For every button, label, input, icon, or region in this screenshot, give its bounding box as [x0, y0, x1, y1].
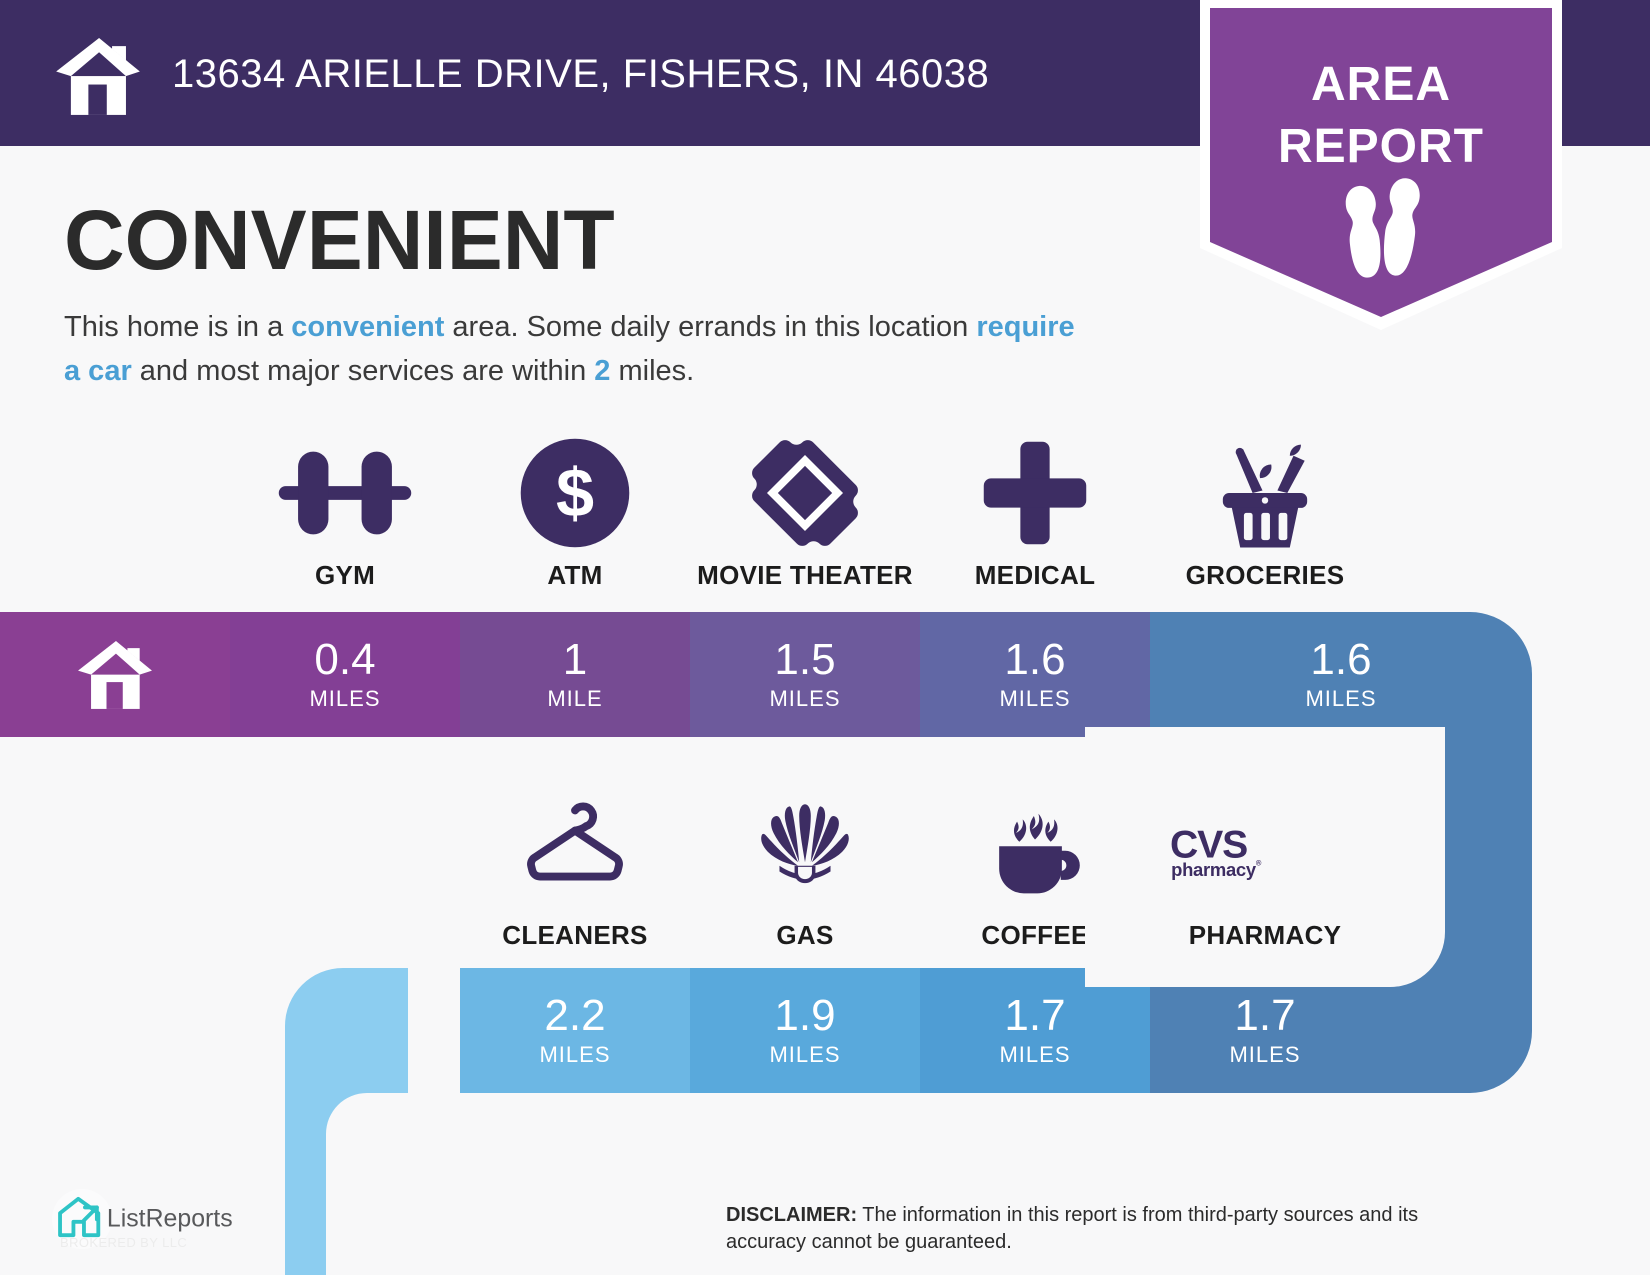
svg-text:pharmacy®: pharmacy®	[1171, 859, 1262, 880]
svg-text:REPORT: REPORT	[1278, 120, 1484, 173]
svg-text:ListReports: ListReports	[107, 1205, 233, 1233]
svg-text:$: $	[556, 455, 594, 532]
svg-text:AREA: AREA	[1311, 58, 1451, 111]
